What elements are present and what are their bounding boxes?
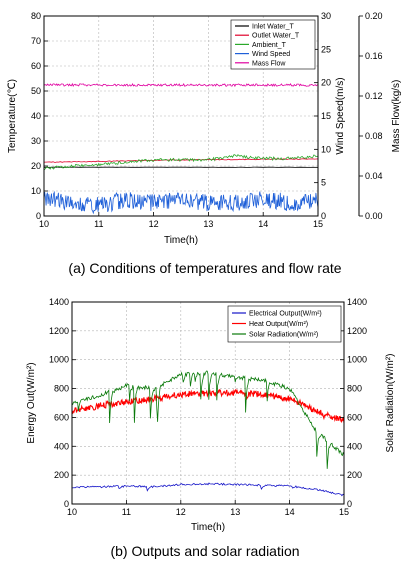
x-tick-label: 10: [67, 507, 77, 517]
chart-b-plot-frame: [71, 301, 345, 505]
series-line-ambient: [43, 154, 319, 171]
series-line-heat-output: [71, 388, 345, 424]
y-tick-label: 10: [31, 186, 41, 196]
y-tick-label: 200: [54, 470, 69, 480]
chart-a-y-axis-label: Temperature(℃): [7, 79, 18, 153]
x-tick-label: 13: [230, 507, 240, 517]
y2-tick-label: 20: [321, 78, 331, 88]
y2-tick-label: 30: [321, 11, 331, 21]
y-tick-label: 30: [31, 136, 41, 146]
y2-tick-label: 5: [321, 178, 326, 188]
y-tick-label: 600: [54, 412, 69, 422]
chart-a-caption: (a) Conditions of temperatures and flow …: [68, 260, 341, 276]
series-line-electrical-output: [71, 482, 345, 497]
chart-b-caption: (b) Outputs and solar radiation: [110, 543, 299, 559]
y2-tick-label: 1400: [347, 297, 367, 307]
y2-tick-label: 0: [347, 499, 352, 509]
series-line-mass-flow: [43, 82, 319, 88]
x-tick-label: 14: [258, 219, 268, 229]
y3-tick-label: 0.12: [365, 91, 383, 101]
y-tick-label: 60: [31, 61, 41, 71]
chart-a-y3-axis-label: Mass Flow(kg/s): [391, 80, 402, 153]
x-tick-label: 12: [149, 219, 159, 229]
chart-b-ticks: 10 11 12 13 14 150200400600800100012001400020…: [49, 297, 367, 517]
series-line-wind-speed: [43, 190, 319, 215]
y3-tick-label: 0.00: [365, 211, 383, 221]
y2-tick-label: 200: [347, 470, 362, 480]
y2-tick-label: 600: [347, 412, 362, 422]
legend-label-inlet-water: Inlet Water_T: [252, 24, 294, 31]
legend-label-solar-radiation: Solar Radiation(W/m²): [249, 332, 318, 339]
y-tick-label: 20: [31, 161, 41, 171]
y-tick-label: 70: [31, 36, 41, 46]
legend-label-ambient: Ambient_T: [252, 42, 287, 49]
y2-tick-label: 400: [347, 441, 362, 451]
chart-b: 10 11 12 13 14 150200400600800100012001400020…: [26, 297, 396, 559]
y3-tick-label: 0.08: [365, 131, 383, 141]
chart-b-y-axis-label: Energy Out(W/m²): [26, 362, 37, 443]
y3-tick-label: 0.20: [365, 11, 383, 21]
y3-tick-label: 0.04: [365, 171, 383, 181]
chart-a-y2-axis-label: Wind Speed(m/s): [335, 77, 346, 154]
y-tick-label: 80: [31, 11, 41, 21]
chart-b-legend-box: [227, 305, 342, 343]
x-tick-label: 15: [339, 507, 349, 517]
legend-label-outlet-water: Outlet Water_T: [252, 33, 300, 40]
y-tick-label: 0: [64, 499, 69, 509]
y2-tick-label: 800: [347, 384, 362, 394]
y-tick-label: 1200: [49, 326, 69, 336]
chart-b-y2-axis-label: Solar Radiation(W/m²): [385, 354, 396, 453]
x-tick-label: 11: [94, 219, 103, 229]
y2-tick-label: 25: [321, 44, 331, 54]
x-tick-label: 14: [285, 507, 295, 517]
chart-a: 10 11 12 13 14 150102030405060708005101520253…: [7, 11, 402, 276]
y3-tick-label: 0.16: [365, 51, 383, 61]
chart-a-ticks: 10 11 12 13 14 150102030405060708005101520253…: [31, 11, 383, 229]
y2-tick-label: 1000: [347, 355, 367, 365]
chart-b-series: [71, 370, 345, 497]
y-tick-label: 0: [36, 211, 41, 221]
y-tick-label: 1000: [49, 355, 69, 365]
chart-b-x-axis-label: Time(h): [191, 522, 225, 533]
legend-label-electrical-output: Electrical Output(W/m²): [249, 311, 322, 318]
y-tick-label: 800: [54, 384, 69, 394]
x-tick-label: 12: [176, 507, 186, 517]
y-tick-label: 50: [31, 86, 41, 96]
x-tick-label: 10: [39, 219, 49, 229]
y2-tick-label: 0: [321, 211, 326, 221]
legend-label-mass-flow: Mass Flow: [252, 60, 286, 67]
y-tick-label: 40: [31, 111, 41, 121]
y-tick-label: 400: [54, 441, 69, 451]
chart-a-legend: Inlet Water_T Outlet Water_T Ambient_T Wind…: [230, 19, 316, 70]
legend-label-heat-output: Heat Output(W/m²): [249, 321, 308, 328]
x-tick-label: 11: [122, 507, 131, 517]
y2-tick-label: 10: [321, 144, 331, 154]
legend-label-wind-speed: Wind Speed: [252, 51, 290, 58]
y-tick-label: 1400: [49, 297, 69, 307]
series-line-solar-radiation: [71, 370, 345, 469]
chart-a-series: [43, 82, 319, 215]
x-tick-label: 15: [313, 219, 323, 229]
y2-tick-label: 15: [321, 111, 331, 121]
chart-a-x-axis-label: Time(h): [164, 235, 198, 246]
y2-tick-label: 1200: [347, 326, 367, 336]
x-tick-label: 13: [203, 219, 213, 229]
chart-b-legend: Electrical Output(W/m²) Heat Output(W/m²)…: [227, 305, 342, 343]
